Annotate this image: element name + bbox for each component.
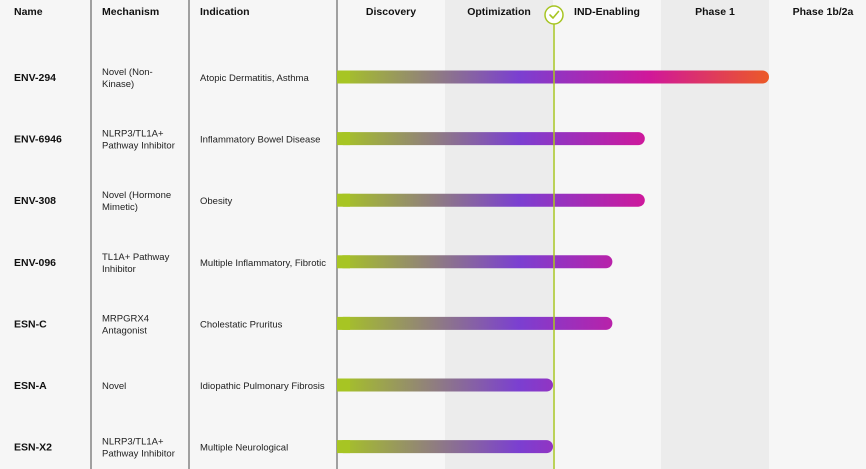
progress-bar bbox=[337, 378, 553, 392]
mechanism-text: Antagonist bbox=[102, 325, 147, 336]
mechanism-text: Novel bbox=[102, 381, 126, 392]
program-name: ENV-308 bbox=[14, 195, 56, 207]
indication-text: Obesity bbox=[200, 196, 232, 207]
program-name: ESN-C bbox=[14, 318, 47, 330]
program-name: ESN-X2 bbox=[14, 442, 52, 454]
indication-text: Cholestatic Pruritus bbox=[200, 319, 283, 330]
mechanism-text: Pathway Inhibitor bbox=[102, 449, 175, 460]
progress-bar-start bbox=[337, 378, 350, 392]
check-circle-icon bbox=[544, 5, 564, 25]
mechanism-text: Kinase) bbox=[102, 79, 134, 90]
stage-label: Optimization bbox=[467, 6, 531, 18]
stage-column bbox=[445, 0, 553, 469]
indication-text: Atopic Dermatitis, Asthma bbox=[200, 73, 309, 84]
progress-bar-start bbox=[337, 132, 350, 146]
mechanism-text: Novel (Non- bbox=[102, 67, 153, 78]
mechanism-text: MRPGRX4 bbox=[102, 313, 149, 324]
stage-column bbox=[769, 0, 866, 469]
stage-label: Phase 1 bbox=[695, 6, 735, 18]
indication-text: Multiple Neurological bbox=[200, 443, 288, 454]
program-name: ENV-294 bbox=[14, 72, 56, 84]
stage-column bbox=[337, 0, 445, 469]
header-mechanism: Mechanism bbox=[102, 6, 159, 18]
indication-text: Multiple Inflammatory, Fibrotic bbox=[200, 258, 326, 269]
progress-bar-start bbox=[337, 193, 350, 207]
table-row: ESN-A Novel Idiopathic Pulmonary Fibrosis bbox=[14, 380, 325, 392]
mechanism-text: NLRP3/TL1A+ bbox=[102, 437, 164, 448]
mechanism-text: NLRP3/TL1A+ bbox=[102, 129, 164, 140]
mechanism-text: TL1A+ Pathway bbox=[102, 252, 170, 263]
progress-bar bbox=[337, 255, 613, 269]
indication-text: Inflammatory Bowel Disease bbox=[200, 135, 320, 146]
stage-label: Discovery bbox=[366, 6, 416, 18]
progress-bar-start bbox=[337, 316, 350, 330]
table-row: ESN-X2 NLRP3/TL1A+Pathway Inhibitor Multip… bbox=[14, 437, 288, 460]
header-name: Name bbox=[14, 6, 43, 18]
program-name: ESN-A bbox=[14, 380, 47, 392]
stage-label: Phase 1b/2a bbox=[793, 6, 854, 18]
stage-column bbox=[553, 0, 661, 469]
progress-bar bbox=[337, 316, 613, 330]
program-name: ENV-096 bbox=[14, 257, 56, 269]
mechanism-text: Novel (Hormone bbox=[102, 190, 171, 201]
table-background bbox=[0, 0, 337, 469]
stage-column bbox=[661, 0, 769, 469]
mechanism-text: Pathway Inhibitor bbox=[102, 141, 175, 152]
stage-label: IND-Enabling bbox=[574, 6, 640, 18]
indication-text: Idiopathic Pulmonary Fibrosis bbox=[200, 381, 325, 392]
progress-bar bbox=[337, 70, 769, 84]
table-row: ENV-294 Novel (Non-Kinase) Atopic Dermatit… bbox=[14, 67, 309, 90]
table-row: ENV-6946 NLRP3/TL1A+Pathway Inhibitor Infl… bbox=[14, 129, 320, 152]
header-indication: Indication bbox=[200, 6, 250, 18]
progress-bar bbox=[337, 193, 645, 207]
mechanism-text: Inhibitor bbox=[102, 264, 136, 275]
program-name: ENV-6946 bbox=[14, 134, 62, 146]
progress-bar-start bbox=[337, 255, 350, 269]
progress-bar bbox=[337, 132, 645, 146]
progress-bar-start bbox=[337, 440, 350, 454]
progress-bar bbox=[337, 440, 553, 454]
progress-bar-start bbox=[337, 70, 350, 84]
mechanism-text: Mimetic) bbox=[102, 202, 138, 213]
